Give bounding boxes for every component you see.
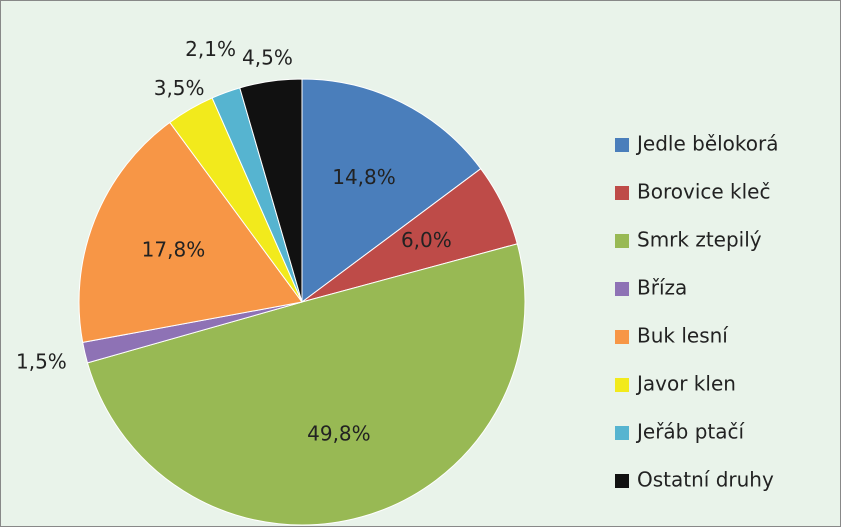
data-label: 2,1% [185,37,236,61]
legend-swatch [615,330,629,344]
legend-label: Bříza [637,276,687,300]
legend-swatch [615,474,629,488]
legend-label: Smrk ztepilý [637,228,762,252]
legend-label: Javor klen [635,372,736,396]
legend-swatch [615,426,629,440]
pie-slice [78,121,303,343]
data-label: 1,5% [16,349,67,373]
data-label: 14,8% [332,165,396,189]
legend-label: Jeřáb ptačí [635,420,746,444]
data-label: 17,8% [142,238,206,262]
legend-swatch [615,138,629,152]
data-label: 3,5% [154,76,205,100]
legend-swatch [615,234,629,248]
legend-label: Ostatní druhy [637,468,774,492]
legend-label: Jedle bělokorá [635,132,779,156]
legend-label: Buk lesní [637,324,729,348]
pie-slice [239,78,303,303]
legend-label: Borovice kleč [637,180,770,204]
pie-slice [86,243,526,526]
legend-swatch [615,378,629,392]
data-label: 4,5% [242,46,293,70]
legend-swatch [615,282,629,296]
data-label: 6,0% [401,228,452,252]
legend-swatch [615,186,629,200]
data-label: 49,8% [307,422,371,446]
pie-slice [301,78,482,303]
